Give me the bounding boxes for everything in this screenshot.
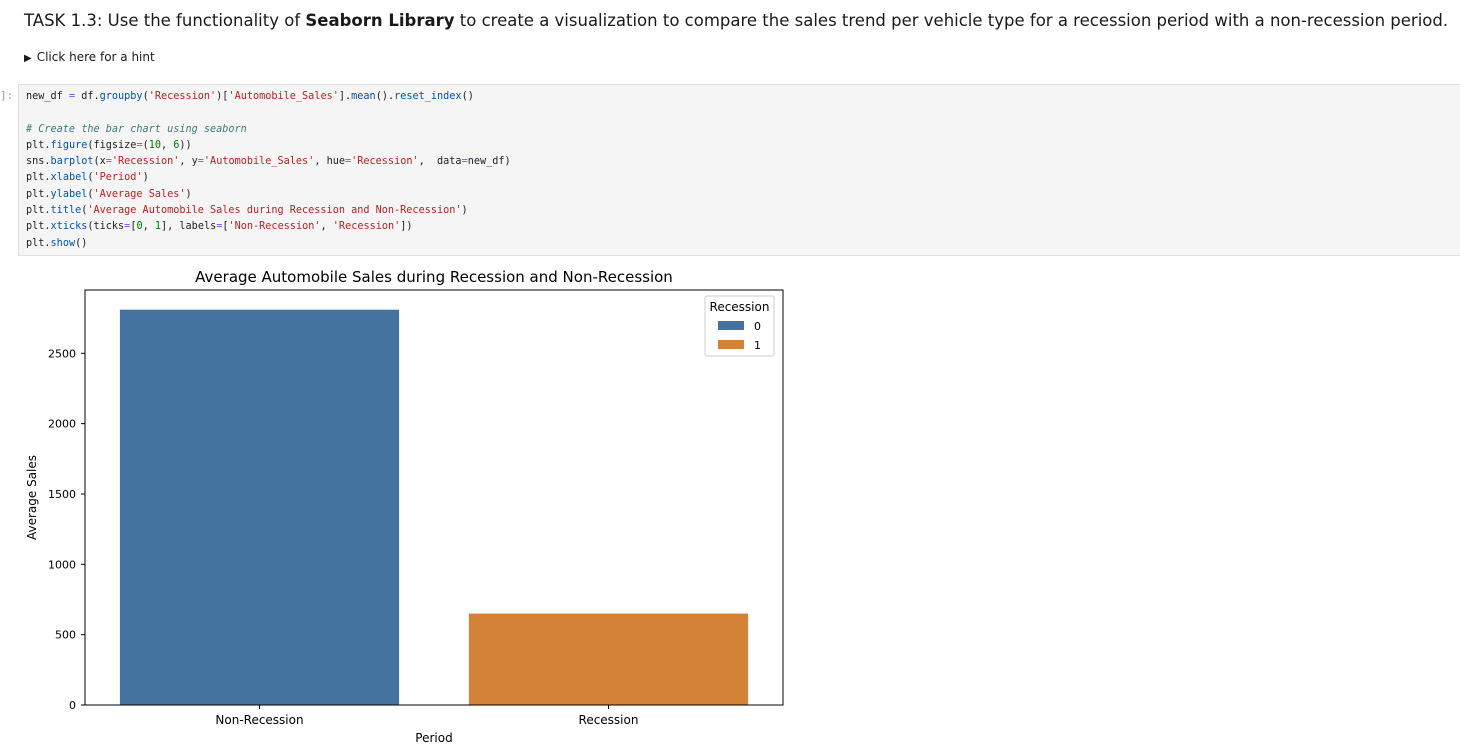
code-line: plt.xticks(ticks=[0, 1], labels=['Non-Re… — [26, 221, 413, 233]
legend-label-1: 1 — [754, 339, 761, 352]
y-tick-label: 1000 — [48, 558, 76, 571]
code-line: plt.show() — [26, 237, 88, 249]
code-line: # Create the bar chart using seaborn — [26, 123, 247, 135]
code-line: new_df = df.groupby('Recession')['Automo… — [26, 91, 474, 102]
code-line: plt.figure(figsize=(10, 6)) — [26, 139, 192, 151]
cell-prompt: ]: — [0, 89, 14, 102]
disclosure-triangle-icon: ▶ — [24, 53, 32, 64]
legend-swatch-0 — [718, 321, 744, 330]
task-heading-prefix: TASK 1.3: Use the functionality of — [24, 11, 306, 30]
hint-toggle[interactable]: ▶ Click here for a hint — [24, 48, 155, 68]
code-cell[interactable]: new_df = df.groupby('Recession')['Automo… — [18, 84, 1460, 256]
hint-label: Click here for a hint — [36, 50, 155, 64]
code-line: sns.barplot(x='Recession', y='Automobile… — [26, 156, 511, 168]
legend-title: Recession — [710, 300, 770, 314]
x-tick-label: Non-Recession — [215, 713, 303, 727]
y-tick-label: 0 — [69, 699, 76, 712]
code-line: plt.xlabel('Period') — [26, 172, 149, 184]
bar-chart: Average Automobile Sales during Recessio… — [25, 268, 784, 745]
task-heading-suffix: to create a visualization to compare the… — [454, 11, 1449, 30]
y-tick-label: 500 — [55, 629, 76, 642]
y-tick-label: 2500 — [48, 347, 76, 360]
plot-frame — [84, 289, 784, 706]
task-heading-bold: Seaborn Library — [305, 11, 455, 30]
legend-label-0: 0 — [754, 320, 761, 333]
y-tick-label: 2000 — [48, 418, 76, 431]
chart-title: Average Automobile Sales during Recessio… — [195, 268, 673, 286]
x-tick-label: Recession — [579, 713, 639, 727]
x-axis-label: Period — [415, 731, 452, 745]
legend-swatch-1 — [718, 340, 744, 349]
code-line: plt.title('Average Automobile Sales duri… — [26, 205, 468, 217]
task-heading: TASK 1.3: Use the functionality of Seabo… — [24, 9, 1448, 33]
bar-recession — [468, 613, 749, 705]
bar-non-recession — [119, 309, 400, 705]
code-line: plt.ylabel('Average Sales') — [26, 188, 192, 200]
code-editor[interactable]: new_df = df.groupby('Recession')['Automo… — [19, 85, 1460, 252]
y-axis-label: Average Sales — [25, 455, 39, 540]
y-tick-label: 1500 — [48, 488, 76, 501]
